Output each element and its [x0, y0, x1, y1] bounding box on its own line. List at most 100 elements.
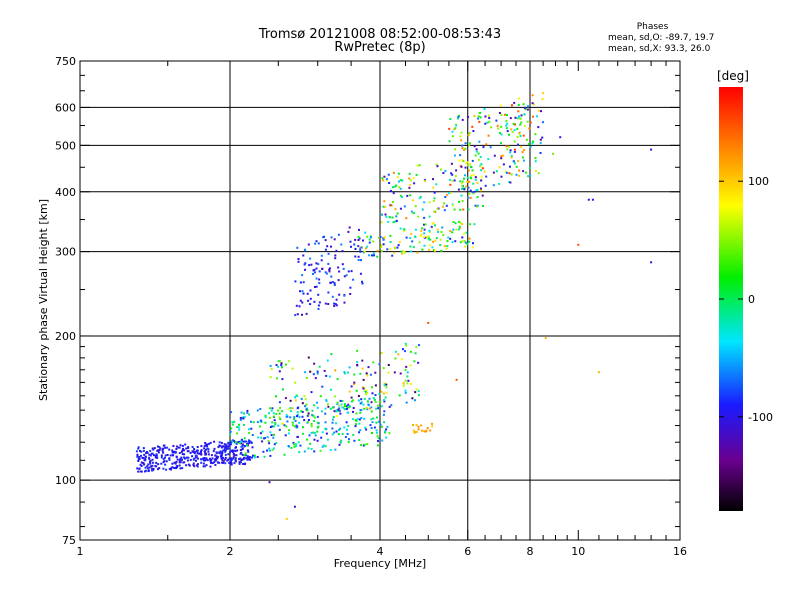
- echo-point: [467, 169, 470, 172]
- echo-point: [432, 199, 435, 202]
- echo-point: [280, 364, 283, 367]
- echo-point: [465, 185, 468, 188]
- echo-point: [314, 377, 317, 380]
- echo-point: [470, 174, 473, 177]
- echo-point: [394, 357, 397, 360]
- echo-point: [409, 250, 412, 253]
- echo-point: [285, 425, 288, 428]
- echo-point: [449, 118, 452, 120]
- echo-point: [334, 303, 337, 305]
- echo-point: [232, 456, 235, 459]
- echo-point: [300, 410, 303, 413]
- echo-point: [136, 467, 139, 470]
- echo-point: [404, 389, 407, 392]
- echo-point: [333, 395, 336, 398]
- echo-point: [288, 429, 291, 432]
- echo-point: [437, 231, 439, 233]
- echo-point: [313, 431, 316, 434]
- echo-point: [334, 448, 337, 451]
- echo-point: [380, 250, 383, 253]
- echo-point: [204, 442, 207, 444]
- echo-point: [389, 234, 392, 237]
- echo-point: [271, 448, 274, 451]
- echo-point: [339, 399, 342, 402]
- echo-point: [204, 448, 207, 451]
- echo-point: [172, 445, 175, 447]
- echo-point: [363, 250, 366, 253]
- echo-point: [359, 409, 362, 412]
- echo-point: [318, 301, 321, 304]
- echo-point: [300, 397, 303, 400]
- echo-point: [379, 423, 382, 426]
- echo-point: [240, 445, 243, 448]
- echo-point: [434, 249, 436, 252]
- echo-point: [394, 208, 397, 211]
- echo-point: [283, 424, 286, 427]
- echo-point: [510, 128, 513, 131]
- echo-point: [171, 449, 174, 452]
- echo-point: [243, 454, 246, 457]
- echo-point: [297, 441, 300, 444]
- echo-point: [423, 236, 426, 238]
- echo-point: [531, 94, 534, 97]
- echo-point: [166, 454, 169, 456]
- echo-point: [218, 441, 221, 444]
- echo-point: [175, 445, 178, 448]
- echo-point: [336, 402, 339, 405]
- echo-point: [473, 145, 476, 148]
- echo-point: [195, 464, 198, 467]
- echo-point: [275, 395, 277, 398]
- echo-point: [142, 462, 145, 465]
- echo-point: [145, 451, 148, 453]
- echo-point: [398, 180, 400, 183]
- echo-point: [520, 114, 523, 117]
- echo-point: [308, 264, 311, 267]
- echo-point: [253, 456, 256, 459]
- echo-point: [539, 138, 542, 141]
- echo-point: [354, 425, 357, 428]
- echo-point: [537, 126, 540, 129]
- echo-point: [225, 447, 228, 450]
- echo-point: [196, 452, 199, 455]
- echo-point: [321, 385, 324, 388]
- echo-point: [236, 441, 239, 444]
- echo-point: [313, 404, 316, 407]
- echo-point: [487, 134, 490, 137]
- echo-point: [337, 233, 340, 236]
- echo-point: [269, 376, 272, 379]
- echo-point: [234, 458, 237, 461]
- echo-point: [174, 462, 177, 465]
- echo-point: [313, 271, 316, 274]
- echo-point: [184, 443, 187, 446]
- echo-point: [451, 231, 454, 234]
- echo-point: [329, 388, 332, 391]
- echo-point: [302, 254, 305, 257]
- echo-point: [475, 148, 478, 151]
- echo-point: [357, 255, 360, 258]
- echo-point: [171, 454, 174, 457]
- echo-point: [307, 413, 310, 416]
- echo-point: [198, 452, 201, 455]
- echo-point: [217, 461, 219, 464]
- echo-point: [285, 414, 288, 417]
- echo-point: [446, 245, 449, 248]
- echo-point: [508, 181, 511, 183]
- echo-point: [183, 449, 185, 452]
- echo-point: [243, 456, 246, 459]
- echo-point: [391, 216, 394, 219]
- echo-point: [271, 407, 274, 410]
- echo-point: [136, 455, 139, 458]
- echo-point: [309, 442, 312, 445]
- echo-point: [264, 416, 267, 418]
- echo-point: [298, 451, 301, 454]
- echo-point: [228, 461, 231, 464]
- echo-point: [478, 140, 481, 143]
- echo-point: [142, 457, 145, 459]
- echo-point: [329, 449, 332, 451]
- echo-point: [232, 457, 235, 460]
- echo-point: [186, 459, 189, 462]
- echo-point: [487, 158, 490, 161]
- echo-point: [472, 242, 474, 245]
- echo-point: [352, 434, 355, 436]
- echo-point: [231, 450, 234, 453]
